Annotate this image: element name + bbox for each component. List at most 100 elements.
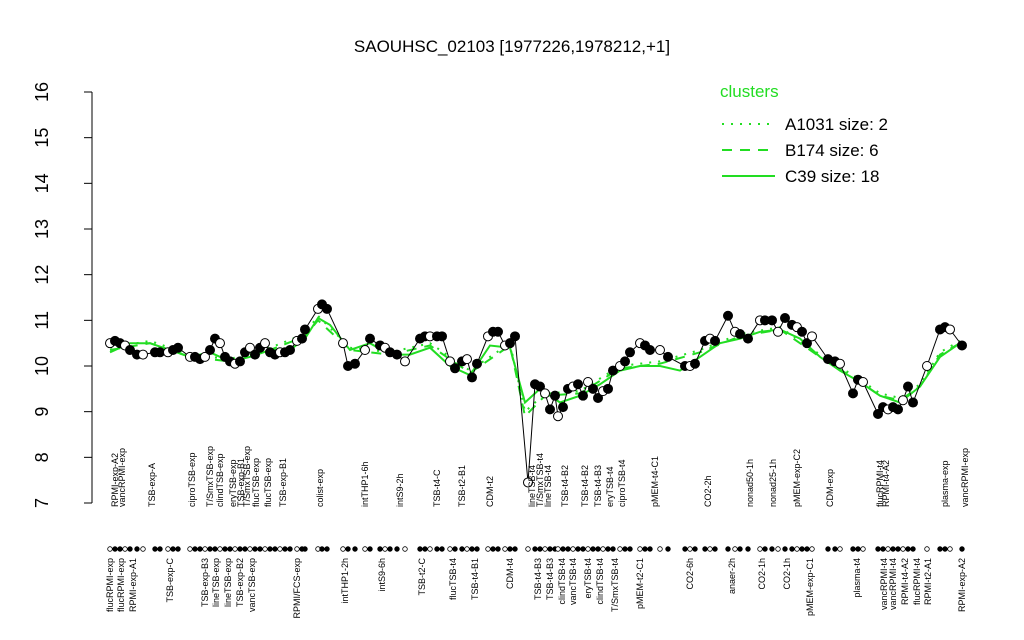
bottom-label: CO2-1h xyxy=(757,558,767,590)
bottom-label: lineTSB-exp xyxy=(223,558,233,607)
top-label: TSB-t4-B2 xyxy=(560,465,570,507)
top-label: clindTSB-exp xyxy=(215,453,225,507)
sample-dot xyxy=(542,546,548,552)
top-label: colist-exp xyxy=(315,469,325,507)
sample-dot xyxy=(302,546,308,552)
sample-point xyxy=(893,404,903,415)
sample-dot xyxy=(532,546,538,552)
sample-dot xyxy=(665,546,671,552)
sample-point xyxy=(922,361,932,371)
sample-dot xyxy=(937,546,943,552)
sample-dot xyxy=(627,546,633,552)
sample-point xyxy=(173,342,183,353)
bottom-label: RPMI-t2-A1 xyxy=(923,558,933,605)
sample-point xyxy=(835,358,845,369)
bottom-label: TSB-exp-C xyxy=(165,558,175,603)
sample-point xyxy=(767,315,777,326)
bottom-label: vancTSB-exp xyxy=(247,558,257,612)
top-label: ciproTSB-exp xyxy=(187,452,197,507)
bottom-label: CO2-1h xyxy=(782,558,792,590)
sample-point xyxy=(743,333,753,344)
bottom-label: flucRPMI-t4 xyxy=(912,558,922,605)
sample-point xyxy=(573,379,583,390)
sample-dot xyxy=(825,546,831,552)
sample-dot xyxy=(610,546,616,552)
sample-point xyxy=(945,324,955,335)
sample-dot xyxy=(417,546,423,552)
y-tick-label: 9 xyxy=(32,407,52,417)
top-label: ciproTSB-t4 xyxy=(617,459,627,507)
bottom-label: TSB-t2-C xyxy=(417,558,427,596)
sample-dot xyxy=(850,546,856,552)
sample-point xyxy=(300,324,310,335)
sample-dot xyxy=(262,546,268,552)
bottom-label: TSB-t4-B3 xyxy=(545,558,555,600)
sample-dot xyxy=(237,546,243,552)
sample-point xyxy=(322,303,332,314)
sample-point xyxy=(690,358,700,369)
sample-dot xyxy=(692,546,698,552)
sample-dot xyxy=(547,546,553,552)
sample-dot xyxy=(585,546,591,552)
sample-point xyxy=(400,356,410,367)
sample-dot xyxy=(447,546,453,552)
sample-dot xyxy=(794,546,800,552)
top-label: RPMI-t4-A2 xyxy=(881,460,891,507)
sample-dot xyxy=(377,546,383,552)
bottom-label: vancRPMI-t4 xyxy=(888,558,898,610)
sample-dot xyxy=(905,546,911,552)
top-label: T/SmxTSB-t4 xyxy=(535,453,545,507)
sample-dot xyxy=(267,546,273,552)
sample-dot xyxy=(959,546,965,552)
sample-dot xyxy=(352,546,358,552)
sample-point xyxy=(645,345,655,356)
top-label: TSB-t2-B1 xyxy=(457,465,467,507)
sample-dot xyxy=(605,546,611,552)
bottom-label: intS9-6h xyxy=(377,558,387,592)
sample-dot xyxy=(127,546,133,552)
sample-dot xyxy=(459,546,465,552)
sample-point xyxy=(437,331,447,342)
sample-point xyxy=(462,354,472,365)
y-tick-label: 10 xyxy=(32,356,52,376)
sample-dot xyxy=(490,546,496,552)
bottom-label: RPMI/FCS-exp xyxy=(292,558,302,619)
top-label: lineTSB-t4 xyxy=(527,465,537,507)
bottom-label: intTHP1-2h xyxy=(340,558,350,604)
bottom-label: vancRPMI-t4 xyxy=(879,558,889,610)
sample-dot xyxy=(232,546,238,552)
sample-dot xyxy=(439,546,445,552)
sample-dot xyxy=(799,546,805,552)
bottom-label: eryTSB-t4 xyxy=(583,558,593,599)
sample-dot xyxy=(600,546,606,552)
sample-point xyxy=(723,310,733,321)
sample-dot xyxy=(117,546,123,552)
sample-point xyxy=(350,358,360,369)
legend-label: B174 size: 6 xyxy=(785,141,879,160)
sample-point xyxy=(545,404,555,415)
sample-dot xyxy=(580,546,586,552)
bottom-label: RPMI-exp-A2 xyxy=(957,558,967,612)
sample-point xyxy=(608,365,618,376)
sample-dot xyxy=(809,546,815,552)
sample-dot xyxy=(152,546,158,552)
bottom-label: TSB-exp-B3 xyxy=(200,558,210,607)
sample-point xyxy=(297,333,307,344)
top-label: TSB-exp-A xyxy=(147,463,157,507)
sample-dot xyxy=(345,546,351,552)
sample-dot xyxy=(485,546,491,552)
sample-point xyxy=(360,345,370,356)
sample-dot xyxy=(924,546,930,552)
sample-point xyxy=(260,338,270,349)
sample-dot xyxy=(745,546,751,552)
sample-point xyxy=(620,356,630,367)
sample-dot xyxy=(422,546,428,552)
sample-dot xyxy=(555,546,561,552)
sample-point xyxy=(655,345,665,356)
sample-point xyxy=(445,356,455,367)
sample-dot xyxy=(737,546,743,552)
sample-point xyxy=(472,358,482,369)
sample-point xyxy=(392,349,402,360)
sample-point xyxy=(802,338,812,349)
sample-dot xyxy=(287,546,293,552)
